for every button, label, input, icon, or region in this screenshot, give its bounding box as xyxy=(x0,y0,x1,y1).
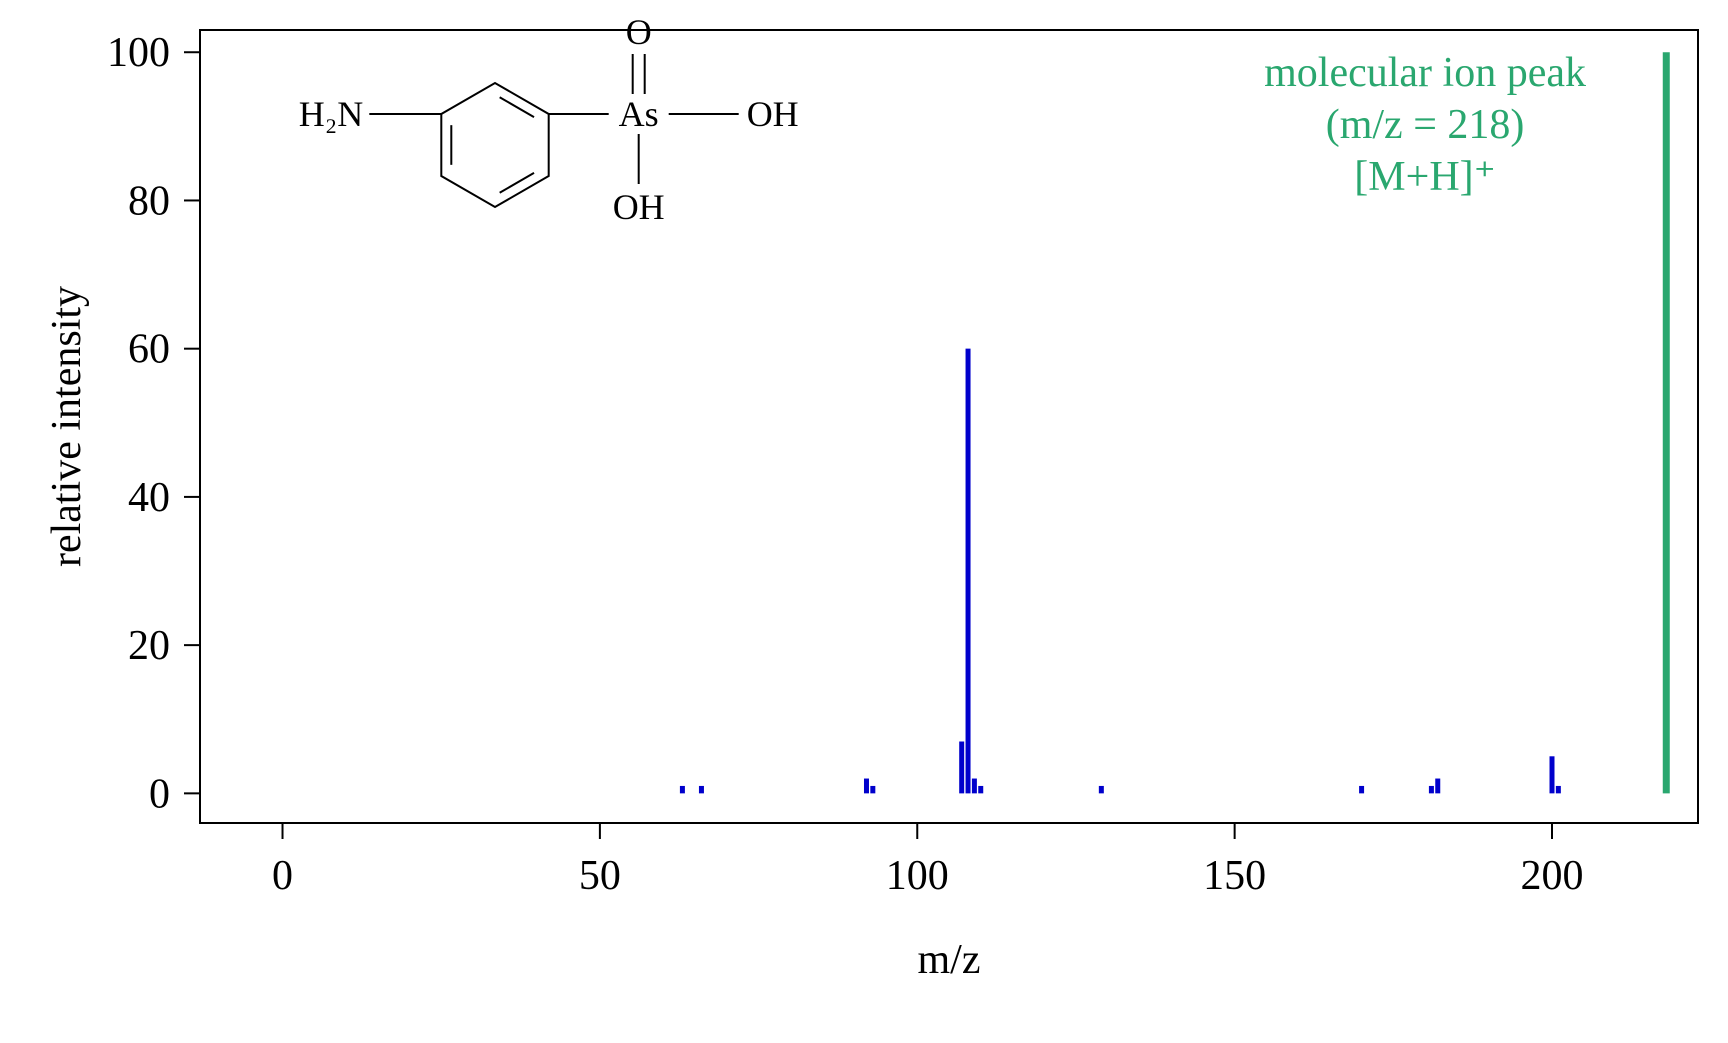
x-tick-label: 50 xyxy=(579,853,621,899)
x-tick-label: 100 xyxy=(886,853,949,899)
benzene-ring xyxy=(441,83,548,207)
y-tick-label: 20 xyxy=(128,623,170,669)
label-oh-bottom: OH xyxy=(613,187,665,227)
x-axis-label: m/z xyxy=(918,937,981,983)
y-tick-label: 60 xyxy=(128,327,170,373)
plot-frame xyxy=(200,30,1698,823)
benzene-double-bond xyxy=(500,173,534,193)
x-tick-label: 200 xyxy=(1521,853,1584,899)
y-tick-label: 40 xyxy=(128,475,170,521)
y-tick-label: 100 xyxy=(107,30,170,76)
spectrum-svg: 0 50 100 150 200 0 20 40 60 80 100 m/z relative inte… xyxy=(0,0,1728,1043)
y-axis-label: relative intensity xyxy=(44,286,90,567)
chart-container: 0 50 100 150 200 0 20 40 60 80 100 m/z relative inte… xyxy=(0,0,1728,1043)
label-oh-right: OH xyxy=(747,94,799,134)
molecular-ion-annotation: molecular ion peak xyxy=(1264,50,1586,96)
y-tick-label: 80 xyxy=(128,178,170,224)
benzene-double-bond xyxy=(500,97,534,117)
x-tick-label: 150 xyxy=(1203,853,1266,899)
x-tick-label: 0 xyxy=(272,853,293,899)
label-nh2: H₂N xyxy=(299,94,364,134)
label-as: As xyxy=(619,94,659,134)
label-o: O xyxy=(626,12,652,52)
molecular-ion-annotation: [M+H]⁺ xyxy=(1354,154,1496,200)
y-tick-label: 0 xyxy=(149,771,170,817)
molecular-ion-annotation: (m/z = 218) xyxy=(1326,102,1525,148)
